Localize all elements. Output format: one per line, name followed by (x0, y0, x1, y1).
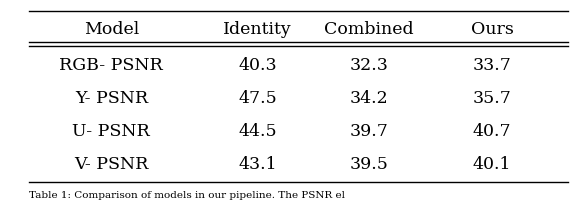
Text: 47.5: 47.5 (239, 90, 277, 107)
Text: 39.5: 39.5 (350, 156, 389, 173)
Text: 40.7: 40.7 (473, 123, 512, 140)
Text: Y- PSNR: Y- PSNR (75, 90, 148, 107)
Text: Ours: Ours (471, 21, 514, 38)
Text: V- PSNR: V- PSNR (74, 156, 148, 173)
Text: 43.1: 43.1 (239, 156, 277, 173)
Text: 33.7: 33.7 (473, 57, 512, 74)
Text: U- PSNR: U- PSNR (73, 123, 150, 140)
Text: Table 1: Comparison of models in our pipeline. The PSNR el: Table 1: Comparison of models in our pip… (29, 191, 345, 200)
Text: Model: Model (84, 21, 139, 38)
Text: 40.1: 40.1 (473, 156, 512, 173)
Text: 35.7: 35.7 (473, 90, 512, 107)
Text: 32.3: 32.3 (350, 57, 389, 74)
Text: 44.5: 44.5 (239, 123, 277, 140)
Text: Identity: Identity (223, 21, 292, 38)
Text: 39.7: 39.7 (350, 123, 389, 140)
Text: 34.2: 34.2 (350, 90, 389, 107)
Text: RGB- PSNR: RGB- PSNR (59, 57, 163, 74)
Text: 40.3: 40.3 (239, 57, 277, 74)
Text: Combined: Combined (325, 21, 414, 38)
